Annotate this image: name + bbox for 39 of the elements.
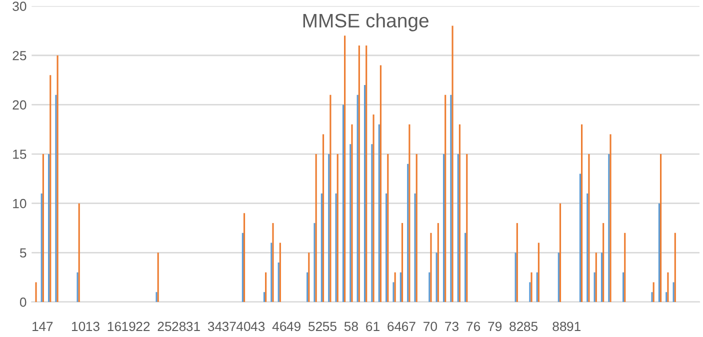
x-tick-label: 13 <box>86 322 100 332</box>
x-tick-label: 91 <box>567 322 581 332</box>
x-tick-label: 61 <box>366 322 380 332</box>
x-tick-label: 82 <box>510 322 524 332</box>
x-tick-label: 43 <box>250 322 265 332</box>
chart-title: MMSE change <box>303 13 428 32</box>
x-tick-label: 55 <box>322 322 336 332</box>
x-tick-label: 49 <box>286 322 300 332</box>
x-tick-label: 10 <box>72 322 86 332</box>
x-tick-label: 28 <box>172 322 186 332</box>
y-tick-label: 20 <box>12 100 26 110</box>
x-tick-label: 70 <box>424 322 438 332</box>
x-tick-label: 76 <box>466 322 480 332</box>
x-tick-label: 34 <box>208 322 222 332</box>
x-tick-label: 64 <box>388 322 402 332</box>
y-tick-label: 10 <box>13 198 26 208</box>
x-tick-label: 58 <box>344 322 358 332</box>
x-tick-label: 16 <box>108 322 121 332</box>
x-tick-label: 46 <box>272 322 286 332</box>
x-tick-label: 7 <box>46 322 53 331</box>
x-tick-label: 1 <box>32 322 38 331</box>
y-tick-label: 15 <box>13 150 26 159</box>
x-tick-label: 25 <box>158 322 172 332</box>
x-tick-label: 73 <box>445 322 458 332</box>
x-tick-label: 52 <box>308 322 322 332</box>
x-tick-label: 37 <box>222 322 236 332</box>
x-tick-label: 85 <box>524 322 538 332</box>
x-tick-label: 4 <box>39 322 46 331</box>
x-tick-label: 40 <box>236 322 250 332</box>
y-tick-label: 25 <box>12 50 26 60</box>
y-tick-label: 30 <box>12 2 26 11</box>
x-tick-label: 22 <box>136 322 150 331</box>
x-tick-label: 67 <box>402 322 416 332</box>
x-tick-label: 79 <box>488 322 502 332</box>
x-tick-label: 19 <box>122 322 136 332</box>
x-tick-label: 88 <box>552 322 566 332</box>
x-tick-label: 31 <box>186 322 200 332</box>
y-tick-label: 5 <box>20 248 26 258</box>
y-tick-label: 0 <box>20 298 26 307</box>
